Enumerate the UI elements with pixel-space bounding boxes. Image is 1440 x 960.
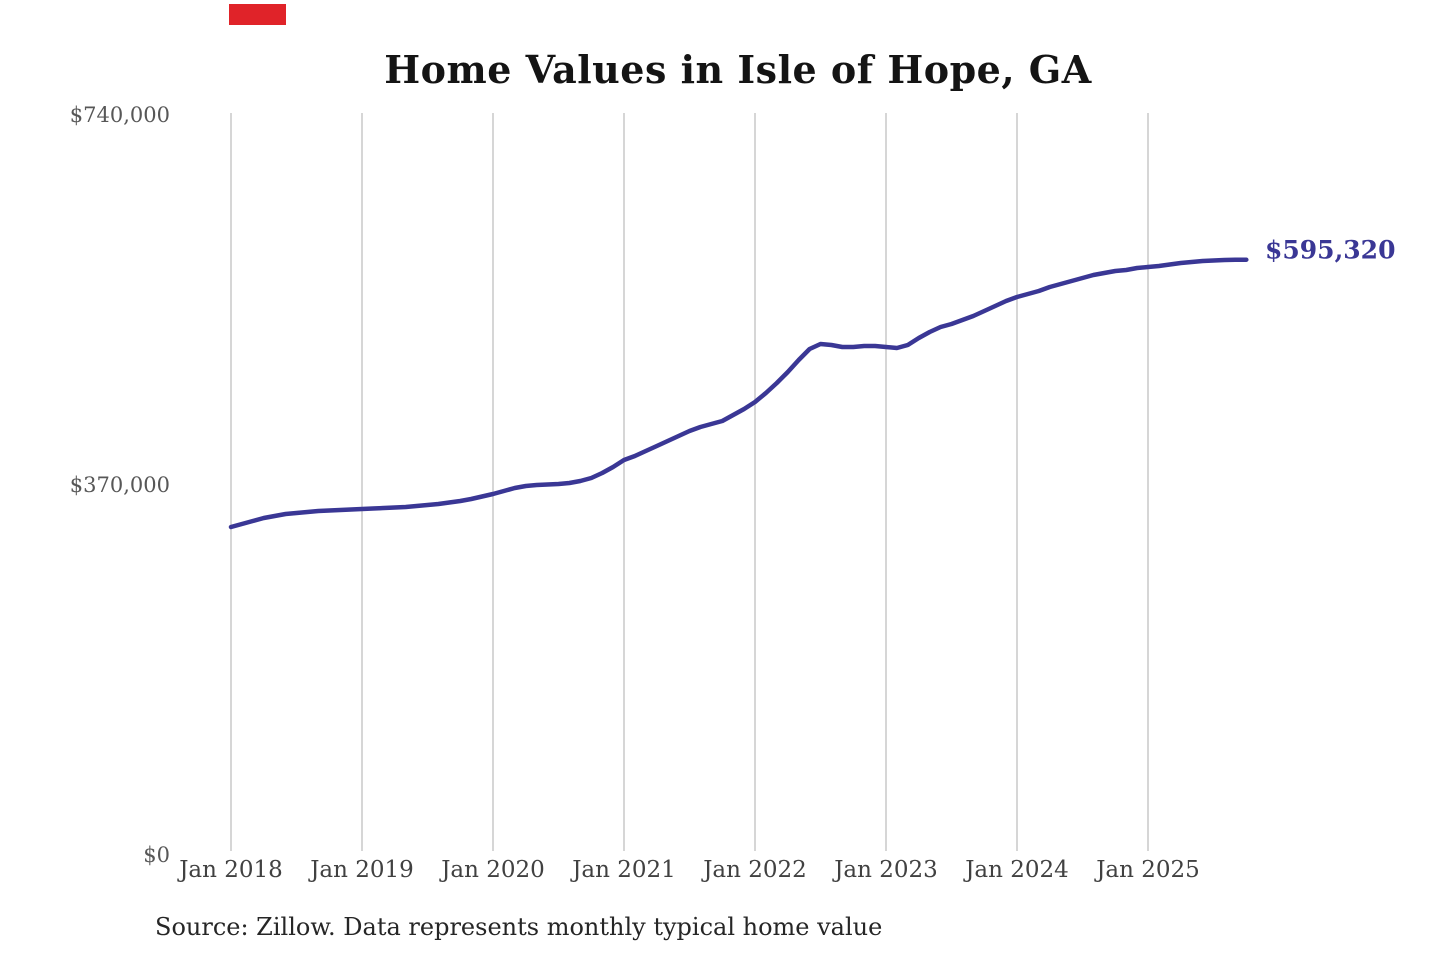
latest-value-label: $595,320	[1265, 235, 1396, 265]
x-axis-label: Jan 2022	[703, 857, 807, 883]
x-axis-label: Jan 2023	[834, 857, 938, 883]
x-axis-label: Jan 2024	[965, 857, 1069, 883]
y-axis-label: $370,000	[69, 473, 170, 497]
chart-title: Home Values in Isle of Hope, GA	[384, 47, 1092, 92]
x-axis-label: Jan 2021	[572, 857, 676, 883]
x-axis-label: Jan 2018	[179, 857, 283, 883]
source-note: Source: Zillow. Data represents monthly …	[155, 913, 883, 941]
x-axis-label: Jan 2019	[310, 857, 414, 883]
x-axis-label: Jan 2020	[441, 857, 545, 883]
x-axis-label: Jan 2025	[1096, 857, 1200, 883]
red-marker-box	[229, 4, 286, 25]
y-axis-label: $740,000	[69, 103, 170, 127]
home-value-line	[228, 257, 1249, 530]
y-axis-label: $0	[143, 843, 170, 867]
